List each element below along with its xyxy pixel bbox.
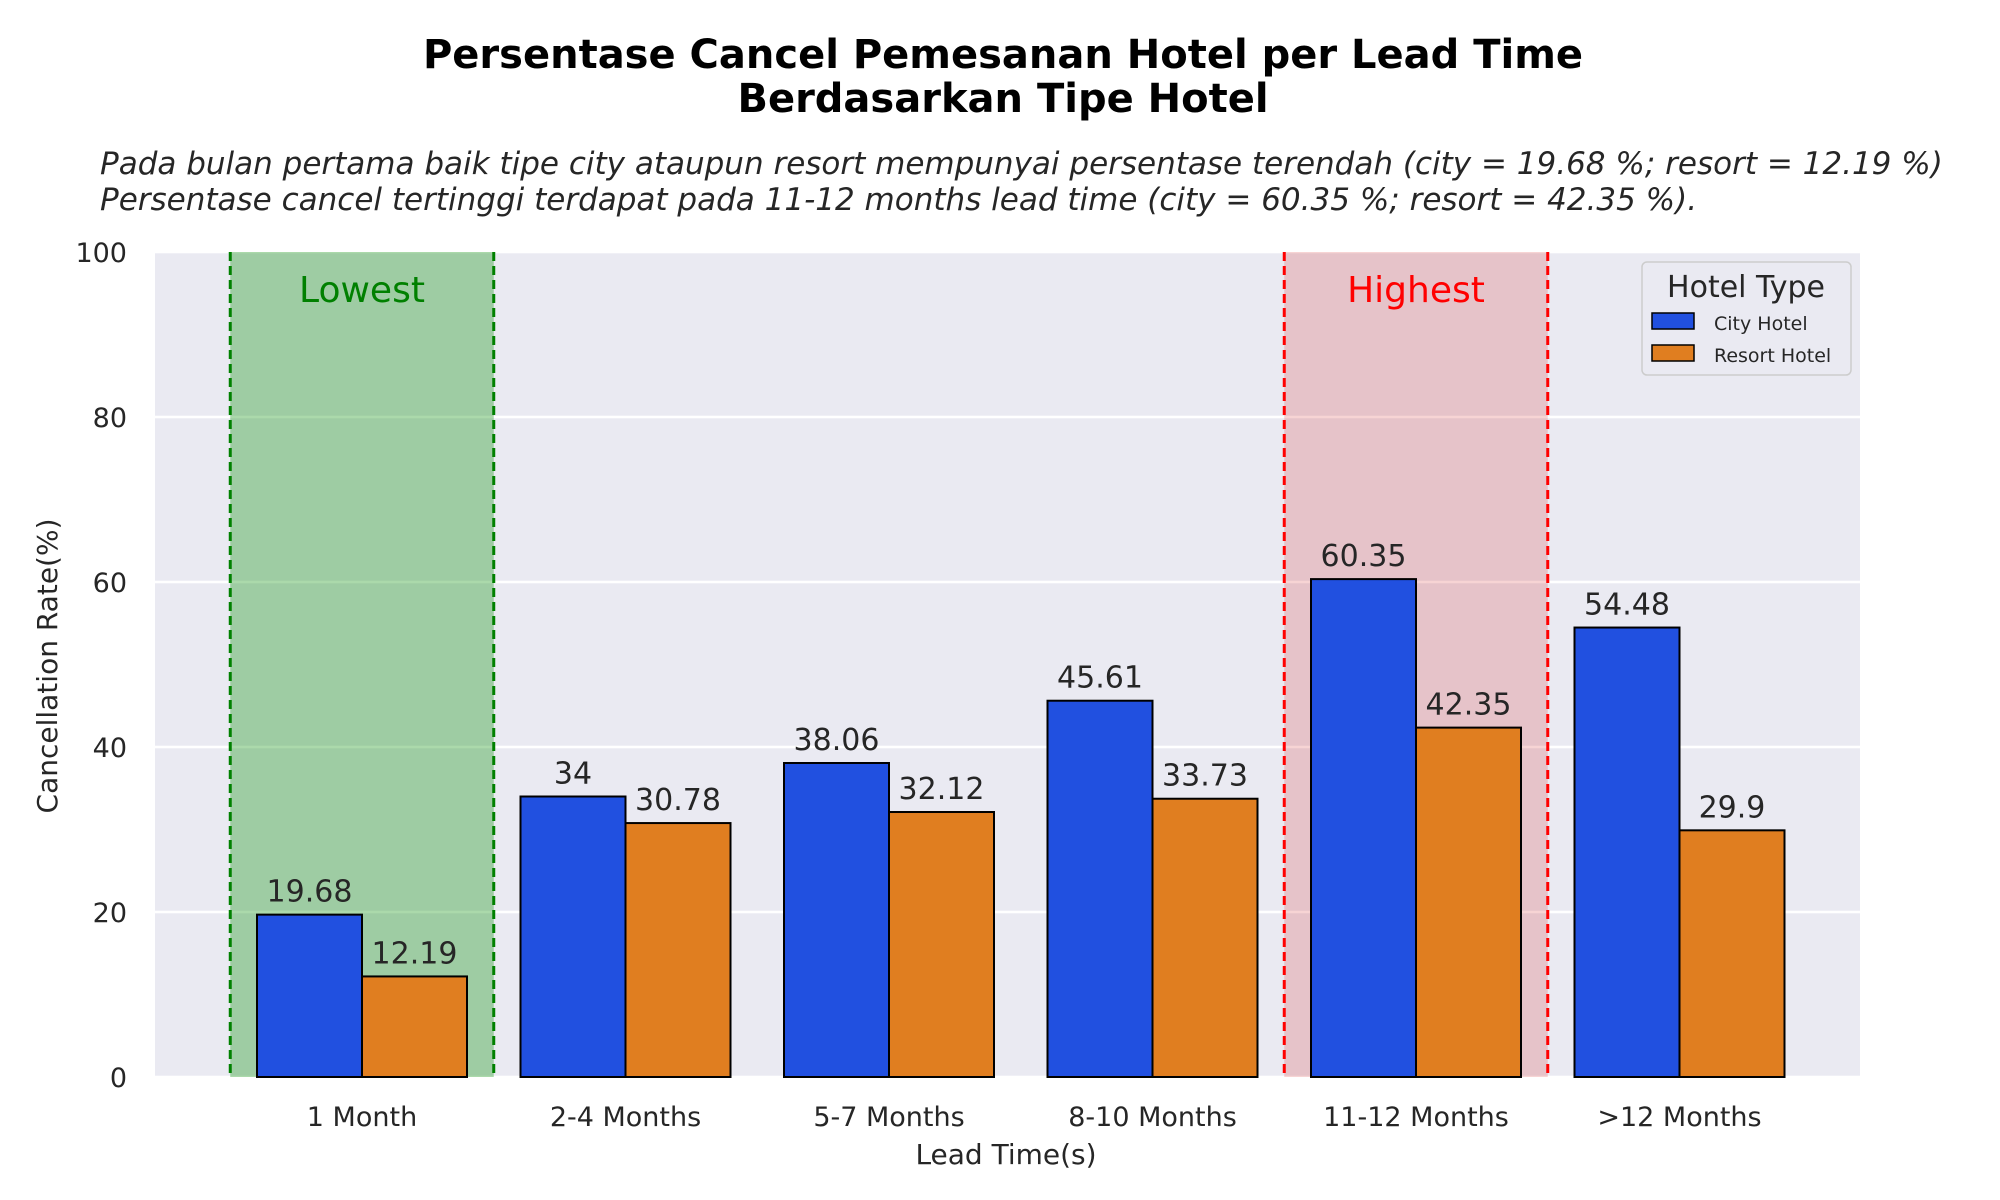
x-tick-label-2-4-months: 2-4 Months — [550, 1102, 701, 1133]
legend-label-city-hotel: City Hotel — [1714, 313, 1808, 335]
data-label-resort-hotel-11-12-months: 42.35 — [1426, 688, 1512, 723]
bar-resort-hotel-2-4-months — [624, 822, 732, 1078]
x-tick-label-12-months: >12 Months — [1597, 1102, 1761, 1133]
bar-resort-hotel-5-7-months — [888, 811, 995, 1078]
data-labels: 19.68 34 38.06 45.61 60.35 54.48 12.19 30.78 32.… — [267, 539, 1766, 971]
bar-city-hotel-8-10-months — [1046, 699, 1154, 1079]
x-tick-label-8-10-months: 8-10 Months — [1068, 1102, 1237, 1133]
y-axis-ticks: 0 20 40 60 80 100 — [75, 238, 127, 1094]
y-tick-label-40: 40 — [93, 733, 127, 764]
x-tick-label-11-12-months: 11-12 Months — [1323, 1102, 1509, 1133]
highlight-band-labels: Lowest Highest — [299, 270, 1485, 311]
data-label-city-hotel-5-7-months: 38.06 — [794, 723, 880, 758]
legend-title: Hotel Type — [1667, 270, 1825, 305]
data-label-resort-hotel-1-month: 12.19 — [372, 936, 458, 971]
legend-swatch-resort-hotel — [1651, 344, 1695, 362]
y-tick-label-20: 20 — [93, 898, 127, 929]
bar-city-hotel-1-month — [256, 913, 363, 1079]
bar-city-hotel-2-4-months — [519, 795, 627, 1078]
data-label-city-hotel-2-4-months: 34 — [554, 757, 592, 792]
legend-label-resort-hotel: Resort Hotel — [1714, 345, 1831, 367]
y-tick-label-80: 80 — [93, 403, 127, 434]
chart-title-line-2: Berdasarkan Tipe Hotel — [737, 76, 1268, 122]
highlight-band-borders — [228, 252, 1550, 1077]
y-tick-label-60: 60 — [93, 568, 127, 599]
y-axis-label: Cancellation Rate(%) — [31, 519, 64, 814]
x-tick-label-5-7-months: 5-7 Months — [813, 1102, 964, 1133]
data-label-resort-hotel-2-4-months: 30.78 — [635, 783, 721, 818]
data-label-resort-hotel-5-7-months: 32.12 — [899, 772, 985, 807]
x-axis-label: Lead Time(s) — [915, 1138, 1096, 1171]
bar-city-hotel-5-7-months — [783, 762, 890, 1078]
bar-city-hotel-12-months — [1573, 626, 1681, 1078]
data-label-city-hotel-1-month: 19.68 — [267, 875, 353, 910]
highlight-label-lowest: Lowest — [299, 270, 425, 311]
bar-city-hotel-11-12-months — [1310, 578, 1417, 1078]
highlight-label-highest: Highest — [1347, 270, 1485, 311]
legend: Hotel Type City Hotel Resort Hotel — [1641, 261, 1852, 376]
legend-swatch-city-hotel — [1651, 312, 1695, 330]
data-label-resort-hotel-8-10-months: 33.73 — [1162, 759, 1248, 794]
y-tick-label-100: 100 — [75, 238, 127, 269]
chart-title-line-1: Persentase Cancel Pemesanan Hotel per Le… — [423, 32, 1583, 78]
x-tick-label-1-month: 1 Month — [307, 1102, 417, 1133]
y-tick-label-0: 0 — [110, 1063, 127, 1094]
data-label-city-hotel-8-10-months: 45.61 — [1057, 661, 1143, 696]
bar-resort-hotel-11-12-months — [1415, 726, 1522, 1078]
bar-resort-hotel-1-month — [361, 975, 468, 1078]
bars — [256, 578, 1786, 1079]
data-label-resort-hotel-12-months: 29.9 — [1699, 790, 1766, 825]
x-axis-ticks: 1 Month 2-4 Months 5-7 Months 8-10 Months 11… — [307, 1102, 1762, 1133]
chart-subtitle-line-1: Pada bulan pertama baik tipe city ataupu… — [100, 146, 1943, 182]
bar-resort-hotel-12-months — [1678, 829, 1786, 1079]
bar-resort-hotel-8-10-months — [1151, 797, 1259, 1078]
data-label-city-hotel-12-months: 54.48 — [1584, 588, 1670, 623]
data-label-city-hotel-11-12-months: 60.35 — [1321, 539, 1407, 574]
chart-subtitle-line-2: Persentase cancel tertinggi terdapat pad… — [100, 182, 1697, 218]
